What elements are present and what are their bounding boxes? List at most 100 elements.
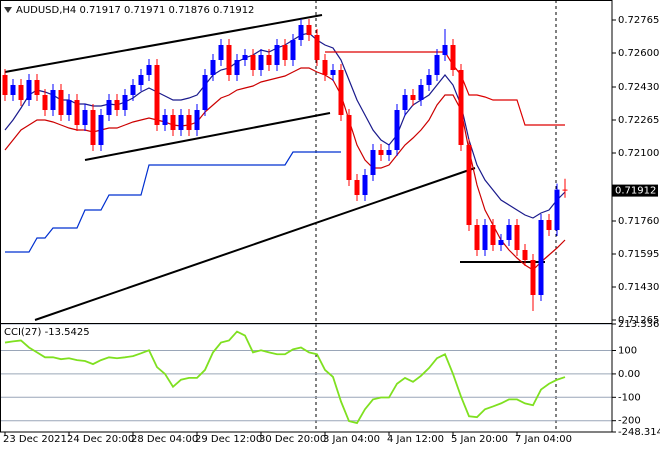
candle-body — [306, 25, 312, 35]
candle-body — [234, 60, 240, 75]
candle-body — [554, 189, 560, 230]
indicator-line — [5, 151, 341, 253]
y-tick-label: 0.72430 — [618, 82, 659, 93]
candle-body — [218, 45, 224, 60]
y-tick-label: 0.71760 — [618, 216, 659, 227]
candle-body — [162, 115, 168, 125]
candle-body — [90, 110, 96, 145]
candle-body — [138, 75, 144, 85]
candle-body — [402, 95, 408, 110]
candle-body — [450, 45, 456, 70]
x-tick-label: 28 Dec 04:00 — [131, 434, 198, 445]
candle-body — [26, 80, 32, 100]
candle-body — [458, 70, 464, 145]
x-tick-label: 29 Dec 12:00 — [195, 434, 262, 445]
candle-body — [98, 115, 104, 145]
candle-body — [266, 55, 272, 65]
candle-body — [298, 25, 304, 40]
candle-body — [282, 45, 288, 60]
candle-body — [194, 110, 200, 130]
candle-body — [434, 55, 440, 75]
indicator-line — [4, 67, 566, 271]
candle-body — [170, 115, 176, 130]
frame — [0, 0, 613, 433]
candle-body — [530, 260, 536, 295]
candle-body — [106, 100, 112, 115]
x-tick-label: 30 Dec 20:00 — [259, 434, 326, 445]
y-tick-label: -248.3148 — [618, 427, 660, 438]
x-tick-label: 23 Dec 2021 — [3, 434, 67, 445]
candle-body — [482, 225, 488, 250]
marks — [0, 19, 612, 433]
candle-body — [58, 90, 64, 115]
y-tick-label: 0.72600 — [618, 48, 659, 59]
y-tick-label: 0.71430 — [618, 282, 659, 293]
candle-body — [378, 150, 384, 155]
cci-line — [4, 330, 566, 425]
indicator-title: CCI(27) -13.5425 — [4, 327, 90, 338]
candle-body — [34, 80, 40, 95]
y-tick-label: 0.71265 — [618, 315, 659, 326]
candle-body — [258, 55, 264, 70]
candle-body — [186, 115, 192, 130]
candle-body — [522, 250, 528, 260]
candle-body — [370, 150, 376, 175]
trendline — [84, 112, 331, 161]
candle-body — [42, 95, 48, 110]
candle-body — [18, 85, 24, 100]
candle-body — [386, 150, 392, 155]
candle-body — [546, 220, 552, 230]
candle-body — [474, 225, 480, 250]
candle-body — [154, 65, 160, 125]
y-tick-label: 0.71595 — [618, 249, 659, 260]
candle-body — [250, 55, 256, 70]
candle-body — [178, 115, 184, 130]
symbol-icon — [4, 7, 12, 13]
y-tick-label: -200 — [618, 416, 641, 427]
candle-body — [114, 100, 120, 110]
candle-body — [274, 45, 280, 65]
candle-body — [346, 115, 352, 180]
candle-body — [290, 40, 296, 60]
candle-body — [82, 110, 88, 125]
candle-body — [410, 95, 416, 100]
trendline — [4, 14, 323, 73]
candle-body — [426, 75, 432, 85]
candle-body — [442, 45, 448, 55]
y-tick-label: -100 — [618, 392, 641, 403]
candle-body — [498, 240, 504, 245]
candle-body — [10, 85, 16, 95]
x-tick-label: 4 Jan 12:00 — [387, 434, 444, 445]
y-tick-label: 0.72100 — [618, 148, 659, 159]
candle-body — [490, 225, 496, 245]
candle-body — [50, 90, 56, 110]
candle-body — [210, 60, 216, 75]
candle-body — [130, 85, 136, 95]
candle-body — [314, 35, 320, 60]
y-tick-label: 0.00 — [618, 369, 640, 380]
candle-body — [394, 110, 400, 150]
candle-body — [338, 70, 344, 115]
candle-body — [330, 70, 336, 75]
y-tick-label: 100 — [618, 346, 637, 357]
x-tick-label: 5 Jan 20:00 — [451, 434, 508, 445]
x-tick-label: 3 Jan 04:00 — [323, 434, 380, 445]
candle-body — [322, 60, 328, 75]
candle-body — [538, 220, 544, 295]
y-tick-label: 0.72765 — [618, 15, 659, 26]
candle-body — [146, 65, 152, 75]
trendline — [34, 167, 476, 321]
x-tick-label: 7 Jan 04:00 — [515, 434, 572, 445]
candle-body — [226, 45, 232, 75]
candle-body — [514, 225, 520, 250]
chart-title: AUDUSD,H4 0.71917 0.71971 0.71876 0.7191… — [16, 5, 254, 16]
x-tick-label: 24 Dec 20:00 — [67, 434, 134, 445]
candle-body — [354, 180, 360, 195]
y-tick-label: 0.72265 — [618, 115, 659, 126]
candle-body — [506, 225, 512, 240]
candle-body — [362, 175, 368, 195]
candle-body — [242, 55, 248, 60]
